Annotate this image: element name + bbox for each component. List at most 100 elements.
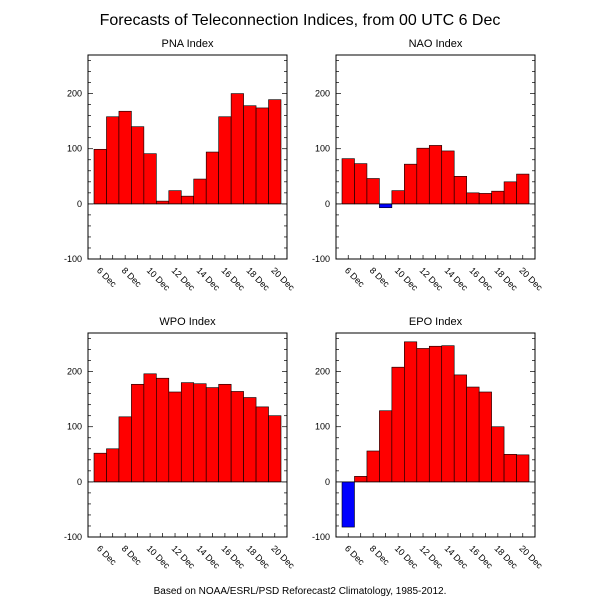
wpo-index-bar: [143, 373, 157, 483]
nao-index-bar: [404, 163, 418, 205]
epo-index-bar: [404, 341, 418, 483]
pna-index-bar: [106, 116, 120, 205]
figure-title: Forecasts of Teleconnection Indices, fro…: [100, 12, 501, 29]
wpo-index-xtick-label: 14 Dec: [195, 543, 223, 571]
pna-index-bar: [143, 153, 157, 205]
nao-index-xtick-label: 16 Dec: [467, 265, 495, 293]
nao-index-ytick-label: -100: [312, 254, 330, 264]
epo-index-bar: [478, 391, 492, 483]
nao-index-bar: [379, 203, 393, 209]
epo-index-title: EPO Index: [409, 316, 463, 328]
wpo-index-bar: [218, 383, 232, 483]
pna-index-ytick-label: -100: [64, 254, 82, 264]
wpo-index-bar: [168, 391, 182, 483]
pna-index-bar: [218, 116, 232, 205]
pna-index-bar: [168, 190, 182, 205]
epo-index-ytick-label: 0: [325, 477, 330, 487]
epo-index-xtick-label: 18 Dec: [492, 543, 520, 571]
nao-index-bar: [503, 181, 517, 205]
nao-index-xtick-label: 12 Dec: [418, 265, 446, 293]
pna-index-xtick-label: 16 Dec: [219, 265, 247, 293]
wpo-index-xtick-label: 12 Dec: [170, 543, 198, 571]
wpo-index-ytick-label: 0: [77, 477, 82, 487]
wpo-index-ytick-label: -100: [64, 532, 82, 542]
epo-index-bar: [453, 374, 467, 483]
epo-index-bar: [379, 410, 393, 483]
wpo-index-bar: [118, 416, 132, 483]
pna-index-bar: [118, 110, 132, 205]
wpo-index-bar: [255, 406, 269, 483]
nao-index-xtick-label: 10 Dec: [393, 265, 421, 293]
wpo-index-bar: [93, 452, 107, 483]
nao-index-title: NAO Index: [409, 38, 463, 50]
wpo-index-xtick-label: 20 Dec: [269, 543, 297, 571]
pna-index-xtick-label: 8 Dec: [120, 265, 144, 289]
wpo-index-bar: [205, 387, 219, 483]
nao-index-ytick-label: 100: [315, 144, 330, 154]
pna-index-xtick-label: 10 Dec: [145, 265, 173, 293]
pna-index-xtick-label: 20 Dec: [269, 265, 297, 293]
epo-index-xtick-label: 8 Dec: [368, 543, 392, 567]
nao-index-xtick-label: 8 Dec: [368, 265, 392, 289]
pna-index-bar: [131, 126, 145, 205]
epo-index-ytick-label: 200: [315, 367, 330, 377]
epo-index-bar: [354, 476, 368, 483]
nao-index-bar: [466, 192, 480, 205]
epo-index-bar: [428, 345, 443, 483]
epo-index-bar: [491, 426, 505, 483]
nao-index-xtick-label: 6 Dec: [343, 265, 367, 289]
epo-index-xtick-label: 20 Dec: [517, 543, 545, 571]
pna-index-bar: [180, 195, 195, 205]
nao-index-bar: [478, 193, 492, 205]
nao-index-bar: [354, 163, 368, 205]
wpo-index-bar: [193, 383, 207, 483]
wpo-index-ytick-label: 200: [67, 367, 82, 377]
wpo-index-xtick-label: 16 Dec: [219, 543, 247, 571]
epo-index-xtick-label: 6 Dec: [343, 543, 367, 567]
epo-index-xtick-label: 14 Dec: [443, 543, 471, 571]
epo-index-xtick-label: 10 Dec: [393, 543, 421, 571]
epo-index-bar: [341, 481, 355, 528]
wpo-index-bar: [131, 383, 145, 483]
pna-index-bar: [243, 105, 257, 205]
epo-index-bar: [516, 454, 530, 483]
nao-index-bar: [341, 158, 355, 205]
wpo-index-bar: [156, 377, 170, 483]
pna-index-bar: [193, 178, 207, 205]
pna-index-bar: [255, 107, 269, 205]
nao-index-bar: [366, 178, 380, 205]
epo-index-xtick-label: 12 Dec: [418, 543, 446, 571]
wpo-index-ytick-label: 100: [67, 422, 82, 432]
wpo-index-bar: [268, 415, 282, 483]
wpo-index-xtick-label: 10 Dec: [145, 543, 173, 571]
nao-index-xtick-label: 20 Dec: [517, 265, 545, 293]
epo-index-bar: [441, 345, 455, 483]
nao-index-bar: [453, 176, 467, 205]
wpo-index-xtick-label: 18 Dec: [244, 543, 272, 571]
epo-index-ytick-label: -100: [312, 532, 330, 542]
pna-index-bar: [205, 151, 219, 205]
pna-index-xtick-label: 14 Dec: [195, 265, 223, 293]
pna-index-ytick-label: 0: [77, 199, 82, 209]
nao-index-bar: [516, 173, 530, 205]
nao-index-bar: [441, 150, 455, 205]
nao-index-bar: [416, 147, 430, 205]
epo-index-bar: [366, 450, 380, 483]
epo-index-bar: [391, 366, 405, 483]
nao-index-xtick-label: 14 Dec: [443, 265, 471, 293]
pna-index-bar: [93, 148, 107, 205]
pna-index-xtick-label: 18 Dec: [244, 265, 272, 293]
pna-index-xtick-label: 12 Dec: [170, 265, 198, 293]
pna-index-bar: [268, 99, 282, 205]
wpo-index-xtick-label: 6 Dec: [95, 543, 119, 567]
wpo-index-bar: [106, 448, 120, 483]
nao-index-bar: [491, 190, 505, 205]
nao-index-ytick-label: 200: [315, 89, 330, 99]
nao-index-bar: [391, 190, 405, 205]
